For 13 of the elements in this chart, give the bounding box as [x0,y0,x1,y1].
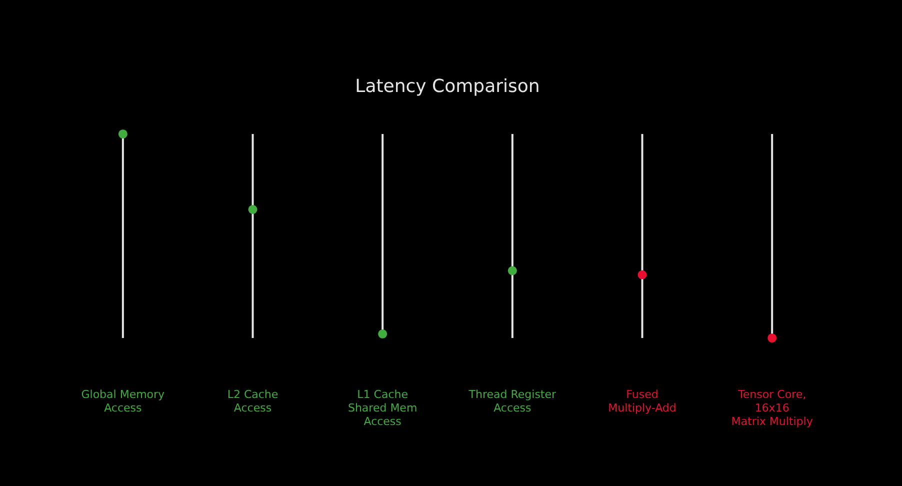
chart-title: Latency Comparison [354,76,541,98]
point [768,333,777,343]
x-tick-label: L2 Cache Access [227,388,278,414]
x-tick-label: Tensor Core, 16x16 Matrix Multiply [731,388,814,428]
point [248,204,258,214]
x-tick-label: Global Memory Access [81,388,166,414]
x-tick-label: Thread Register Access [468,388,557,414]
x-tick-label: L1 Cache Shared Mem Access [348,388,418,428]
point [378,329,388,338]
point [508,266,517,276]
point [118,129,128,139]
point [638,270,647,280]
x-tick-label: Fused Multiply-Add [608,388,676,414]
